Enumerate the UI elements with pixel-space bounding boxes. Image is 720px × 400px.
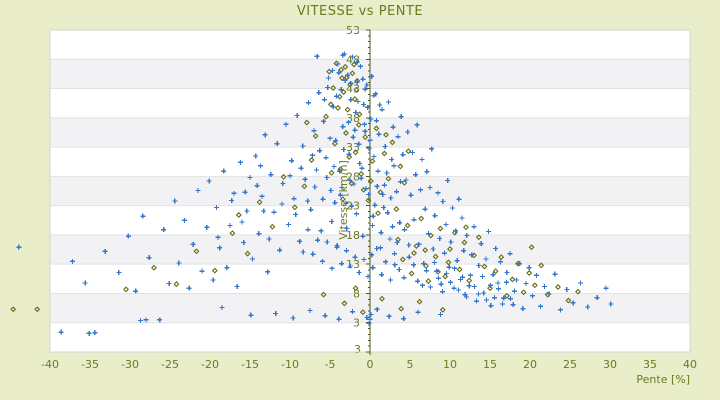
x-tick-label: 15 [483, 358, 497, 371]
x-tick-label: -5 [325, 358, 336, 371]
x-tick-label: 10 [443, 358, 457, 371]
x-tick-label: -25 [161, 358, 179, 371]
x-tick-label: 35 [643, 358, 657, 371]
y-tick-label: 13 [346, 258, 360, 271]
y-tick-label: 28 [346, 170, 360, 183]
x-tick-label: 40 [683, 358, 697, 371]
x-tick-label: -15 [241, 358, 259, 371]
y-tick-label: 48 [346, 53, 360, 66]
x-tick-label: -35 [81, 358, 99, 371]
series-blue-points [16, 51, 614, 336]
chart-title: VITESSE vs PENTE [296, 4, 424, 19]
x-tick-label: 0 [367, 358, 374, 371]
x-axis-title: Pente [%] [636, 373, 690, 386]
y-tick-label: 3 [353, 317, 360, 330]
y-tick-label: 8 [353, 287, 360, 300]
x-tick-label: 30 [603, 358, 617, 371]
x-tick-label: -10 [281, 358, 299, 371]
y-tick-label: 18 [346, 229, 360, 242]
x-tick-label: 20 [523, 358, 537, 371]
x-tick-label: 5 [407, 358, 414, 371]
x-tick-label: -30 [121, 358, 139, 371]
y-axis-min-label: 3 [354, 343, 361, 356]
x-tick-label: -20 [201, 358, 219, 371]
y-tick-label: 38 [346, 112, 360, 125]
x-tick-label: -40 [41, 358, 59, 371]
x-tick-label: 25 [563, 358, 577, 371]
